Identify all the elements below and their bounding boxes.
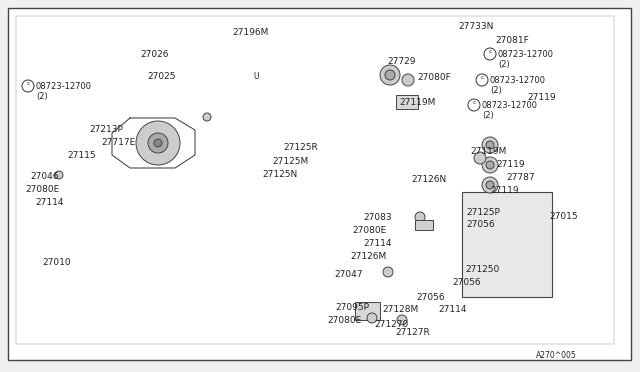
- Text: 27733N: 27733N: [458, 22, 493, 31]
- Text: 27080E: 27080E: [327, 316, 361, 325]
- Text: c: c: [472, 100, 476, 105]
- Text: 27729: 27729: [387, 57, 415, 66]
- Text: 27125R: 27125R: [283, 143, 317, 152]
- Text: 27047: 27047: [334, 270, 362, 279]
- Text: 27127R: 27127R: [395, 328, 429, 337]
- Circle shape: [482, 137, 498, 153]
- Text: 27119: 27119: [527, 93, 556, 102]
- Text: 08723-12700
(2): 08723-12700 (2): [490, 76, 546, 95]
- Text: 271250: 271250: [465, 265, 499, 274]
- Text: 271270: 271270: [374, 320, 408, 329]
- Circle shape: [154, 139, 162, 147]
- Text: A270^005: A270^005: [536, 351, 577, 360]
- Bar: [16, 16, 614, 344]
- Text: 27126M: 27126M: [350, 252, 387, 261]
- Text: 08723-12700
(2): 08723-12700 (2): [36, 82, 92, 102]
- Text: 27056: 27056: [416, 293, 445, 302]
- Circle shape: [380, 65, 400, 85]
- Circle shape: [402, 74, 414, 86]
- Text: 27046: 27046: [30, 172, 58, 181]
- Circle shape: [415, 212, 425, 222]
- Text: 27119: 27119: [490, 186, 518, 195]
- Text: 27115: 27115: [67, 151, 95, 160]
- Circle shape: [486, 141, 494, 149]
- Text: 27125N: 27125N: [262, 170, 297, 179]
- Polygon shape: [268, 162, 462, 297]
- Circle shape: [482, 157, 498, 173]
- Bar: [396, 95, 418, 109]
- Text: 27787: 27787: [506, 173, 534, 182]
- Text: 27114: 27114: [438, 305, 467, 314]
- Text: 27083: 27083: [363, 213, 392, 222]
- Circle shape: [486, 181, 494, 189]
- Text: 27081F: 27081F: [495, 36, 529, 45]
- Bar: [462, 192, 552, 297]
- Text: 27080E: 27080E: [352, 226, 387, 235]
- Text: 27025: 27025: [147, 72, 175, 81]
- Text: 27128M: 27128M: [382, 305, 419, 314]
- Text: 27015: 27015: [549, 212, 578, 221]
- Bar: [355, 302, 380, 320]
- Text: 27119M: 27119M: [470, 147, 506, 156]
- Circle shape: [55, 171, 63, 179]
- Text: c: c: [480, 75, 484, 80]
- Text: 27125M: 27125M: [272, 157, 308, 166]
- Text: 27114: 27114: [35, 198, 63, 207]
- Text: c: c: [26, 81, 29, 86]
- Circle shape: [203, 113, 211, 121]
- Text: 27095P: 27095P: [335, 303, 369, 312]
- Text: 27080E: 27080E: [25, 185, 60, 194]
- Text: 27119: 27119: [496, 160, 525, 169]
- Text: 27080F: 27080F: [417, 73, 451, 82]
- Circle shape: [482, 177, 498, 193]
- Text: U: U: [253, 72, 259, 81]
- Text: 27056: 27056: [466, 220, 495, 229]
- Text: c: c: [488, 49, 492, 54]
- Circle shape: [397, 315, 407, 325]
- Text: 27126N: 27126N: [411, 175, 446, 184]
- Text: 27026: 27026: [140, 50, 168, 59]
- Bar: [415, 220, 433, 230]
- Text: 27010: 27010: [42, 258, 70, 267]
- Text: 08723-12700
(2): 08723-12700 (2): [482, 101, 538, 121]
- Text: 27114: 27114: [363, 239, 392, 248]
- Circle shape: [486, 161, 494, 169]
- Circle shape: [367, 313, 377, 323]
- Text: 27119M: 27119M: [399, 98, 435, 107]
- Text: 08723-12700
(2): 08723-12700 (2): [498, 50, 554, 70]
- Circle shape: [383, 267, 393, 277]
- Text: 27125P: 27125P: [466, 208, 500, 217]
- Text: 27717E: 27717E: [101, 138, 135, 147]
- Text: 27196M: 27196M: [232, 28, 268, 37]
- Circle shape: [385, 70, 395, 80]
- Text: 27213P: 27213P: [89, 125, 123, 134]
- Circle shape: [474, 152, 486, 164]
- Circle shape: [136, 121, 180, 165]
- Circle shape: [148, 133, 168, 153]
- Polygon shape: [112, 118, 195, 168]
- Text: 27056: 27056: [452, 278, 481, 287]
